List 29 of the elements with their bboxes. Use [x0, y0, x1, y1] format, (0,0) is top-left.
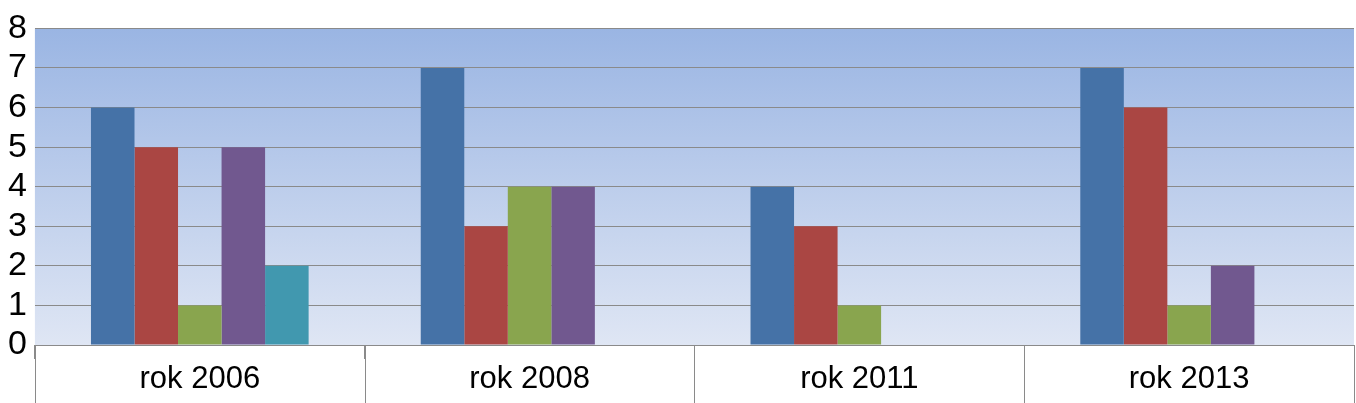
bar [551, 186, 595, 345]
y-tick-label: 7 [7, 46, 27, 85]
y-tick-label: 3 [7, 204, 27, 243]
bar [837, 305, 882, 345]
bar [178, 305, 222, 345]
bar [221, 147, 266, 345]
y-tick-label: 5 [7, 125, 27, 164]
bar [794, 226, 838, 345]
bar [1167, 305, 1211, 345]
x-tick-label: rok 2008 [469, 360, 590, 396]
y-tick-label: 1 [7, 283, 27, 322]
y-tick-label: 2 [7, 244, 27, 283]
bar [1210, 265, 1255, 345]
x-tick-label: rok 2011 [800, 360, 919, 396]
y-tick-label: 0 [7, 323, 27, 362]
y-tick-label: 4 [7, 165, 27, 204]
bar [464, 226, 508, 345]
x-tick-label: rok 2006 [139, 360, 261, 396]
x-tick-label: rok 2013 [1128, 360, 1250, 396]
bar [507, 186, 552, 345]
bar [420, 67, 465, 345]
y-tick-label: 8 [7, 6, 27, 45]
bar [750, 186, 795, 345]
bar [1080, 67, 1124, 345]
bar [90, 107, 135, 345]
y-tick-label: 6 [7, 85, 27, 124]
bar [1123, 107, 1168, 345]
bar [134, 147, 179, 345]
bar [265, 265, 309, 345]
